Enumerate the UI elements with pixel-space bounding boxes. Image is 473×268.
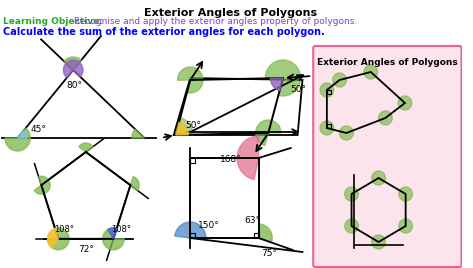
Wedge shape bbox=[175, 122, 188, 135]
Wedge shape bbox=[372, 171, 385, 185]
Wedge shape bbox=[175, 222, 206, 238]
Wedge shape bbox=[131, 177, 139, 191]
Wedge shape bbox=[345, 219, 359, 233]
Text: 45°: 45° bbox=[30, 125, 46, 134]
Text: 150°: 150° bbox=[198, 221, 220, 230]
Bar bbox=[254, 233, 259, 238]
Wedge shape bbox=[265, 60, 300, 96]
Wedge shape bbox=[340, 126, 353, 140]
Wedge shape bbox=[398, 96, 412, 110]
Wedge shape bbox=[79, 143, 93, 152]
Wedge shape bbox=[64, 57, 81, 70]
Wedge shape bbox=[175, 118, 193, 135]
FancyBboxPatch shape bbox=[313, 46, 462, 267]
Wedge shape bbox=[103, 228, 124, 250]
Text: 108°: 108° bbox=[112, 225, 131, 234]
Text: 72°: 72° bbox=[78, 245, 94, 254]
Wedge shape bbox=[320, 121, 334, 135]
Text: 168°: 168° bbox=[219, 155, 241, 164]
Wedge shape bbox=[333, 73, 346, 87]
Wedge shape bbox=[259, 224, 272, 243]
Wedge shape bbox=[399, 187, 412, 201]
Text: 75°: 75° bbox=[262, 249, 278, 258]
Text: Calculate the sum of the exterior angles for each polygon.: Calculate the sum of the exterior angles… bbox=[3, 27, 324, 37]
Wedge shape bbox=[48, 228, 58, 248]
Text: Exterior Angles of Polygons: Exterior Angles of Polygons bbox=[317, 58, 458, 67]
Wedge shape bbox=[5, 128, 30, 151]
Wedge shape bbox=[34, 176, 50, 194]
Text: 80°: 80° bbox=[66, 81, 82, 90]
Wedge shape bbox=[108, 228, 118, 239]
Bar bbox=[190, 233, 195, 238]
Wedge shape bbox=[255, 120, 281, 146]
Wedge shape bbox=[364, 65, 377, 79]
Wedge shape bbox=[378, 111, 392, 125]
Wedge shape bbox=[177, 67, 203, 93]
Text: Learning Objective:: Learning Objective: bbox=[3, 17, 103, 26]
Text: 108°: 108° bbox=[54, 225, 74, 234]
Wedge shape bbox=[320, 83, 334, 97]
Wedge shape bbox=[131, 129, 144, 138]
Bar bbox=[190, 158, 195, 163]
Wedge shape bbox=[345, 187, 359, 201]
Text: Exterior Angles of Polygons: Exterior Angles of Polygons bbox=[144, 8, 317, 18]
Wedge shape bbox=[63, 60, 83, 78]
Wedge shape bbox=[399, 219, 412, 233]
Text: 63°: 63° bbox=[244, 216, 260, 225]
Wedge shape bbox=[237, 136, 259, 180]
Text: 50°: 50° bbox=[291, 85, 307, 94]
Wedge shape bbox=[372, 235, 385, 249]
Wedge shape bbox=[18, 130, 27, 138]
Bar bbox=[327, 90, 331, 94]
Bar bbox=[327, 124, 331, 128]
Text: 50°: 50° bbox=[185, 121, 201, 130]
Wedge shape bbox=[48, 228, 69, 250]
Wedge shape bbox=[270, 78, 283, 91]
Text: Recognise and apply the exterior angles property of polygons.: Recognise and apply the exterior angles … bbox=[71, 17, 358, 26]
